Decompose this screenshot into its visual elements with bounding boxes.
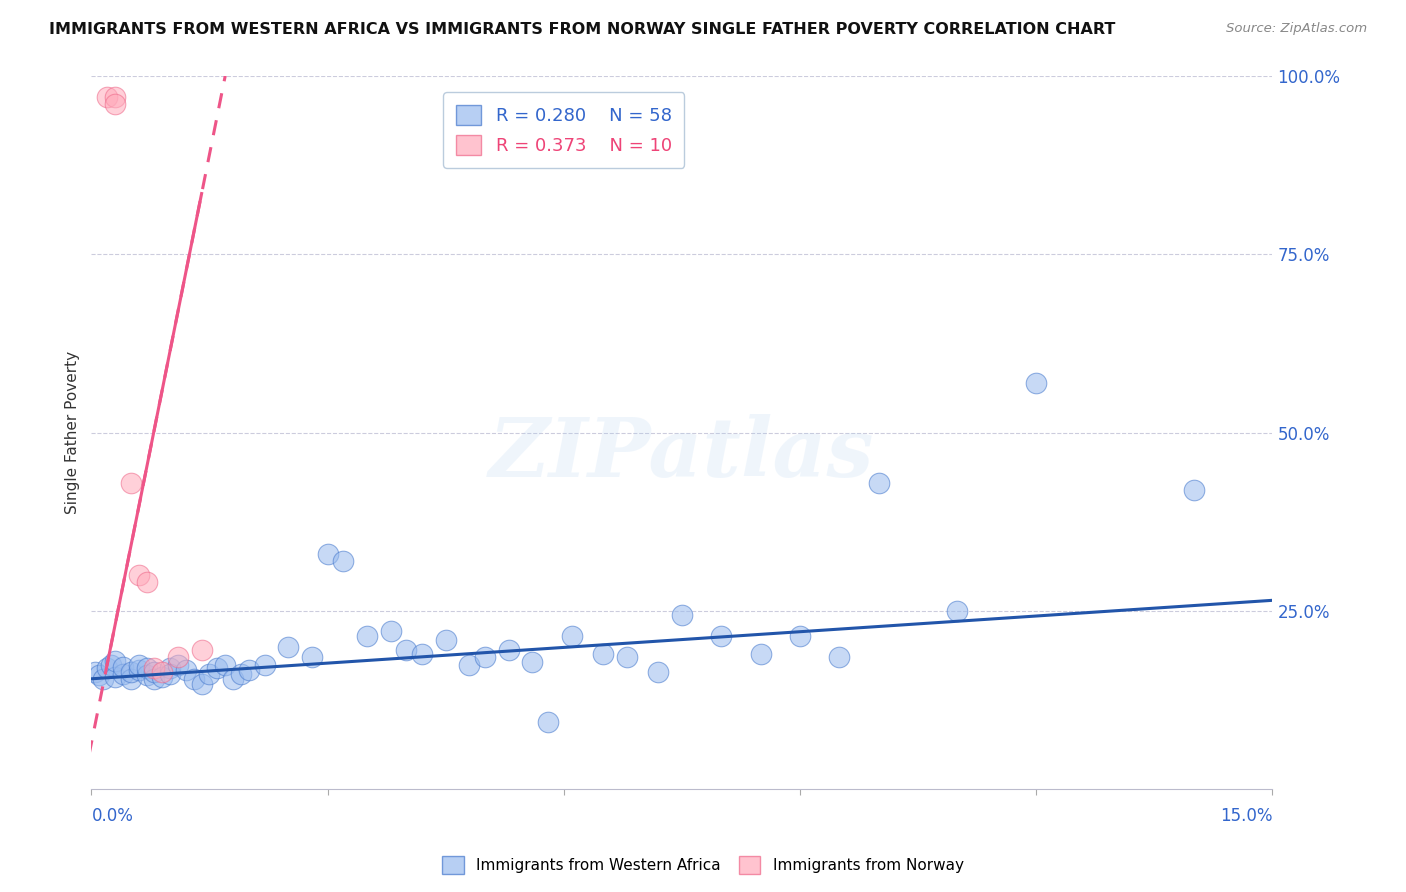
Point bbox=[167, 650, 190, 665]
Point bbox=[167, 657, 190, 672]
Point bbox=[1025, 376, 1047, 390]
Point bbox=[1182, 483, 1205, 497]
Point bbox=[128, 568, 150, 582]
Point bbox=[96, 661, 118, 675]
Point bbox=[946, 604, 969, 618]
Point bbox=[458, 657, 481, 672]
Point bbox=[301, 650, 323, 665]
Point bbox=[143, 665, 166, 679]
Point bbox=[238, 663, 260, 677]
Point bbox=[332, 554, 354, 568]
Point bbox=[522, 656, 544, 670]
Point bbox=[190, 643, 212, 657]
Y-axis label: Single Father Poverty: Single Father Poverty bbox=[65, 351, 80, 514]
Point bbox=[150, 665, 173, 679]
Point bbox=[356, 629, 378, 643]
Point bbox=[159, 661, 181, 675]
Point bbox=[104, 97, 127, 112]
Text: IMMIGRANTS FROM WESTERN AFRICA VS IMMIGRANTS FROM NORWAY SINGLE FATHER POVERTY C: IMMIGRANTS FROM WESTERN AFRICA VS IMMIGR… bbox=[49, 22, 1115, 37]
Text: 0.0%: 0.0% bbox=[91, 807, 134, 825]
Legend: Immigrants from Western Africa, Immigrants from Norway: Immigrants from Western Africa, Immigran… bbox=[436, 850, 970, 880]
Text: ZIPatlas: ZIPatlas bbox=[489, 414, 875, 494]
Legend: R = 0.280    N = 58, R = 0.373    N = 10: R = 0.280 N = 58, R = 0.373 N = 10 bbox=[443, 92, 685, 168]
Point bbox=[277, 640, 299, 654]
Point bbox=[100, 657, 122, 672]
Point bbox=[434, 632, 457, 647]
Point bbox=[789, 629, 811, 643]
Point bbox=[159, 666, 181, 681]
Point bbox=[111, 659, 134, 673]
Point bbox=[135, 661, 157, 675]
Point bbox=[214, 657, 236, 672]
Point bbox=[411, 647, 433, 661]
Point bbox=[616, 650, 638, 665]
Point bbox=[537, 714, 560, 729]
Point bbox=[647, 665, 669, 679]
Point bbox=[84, 665, 107, 679]
Point bbox=[828, 650, 851, 665]
Point bbox=[143, 661, 166, 675]
Point bbox=[183, 672, 205, 686]
Point bbox=[561, 629, 583, 643]
Point bbox=[143, 672, 166, 686]
Point bbox=[380, 624, 402, 638]
Point bbox=[150, 670, 173, 684]
Point bbox=[120, 665, 142, 679]
Point bbox=[749, 647, 772, 661]
Point bbox=[128, 657, 150, 672]
Point bbox=[120, 475, 142, 490]
Point bbox=[190, 677, 212, 691]
Point bbox=[91, 672, 114, 686]
Point bbox=[253, 657, 276, 672]
Point bbox=[229, 666, 252, 681]
Point bbox=[222, 672, 245, 686]
Text: 15.0%: 15.0% bbox=[1220, 807, 1272, 825]
Point bbox=[120, 672, 142, 686]
Point bbox=[174, 663, 197, 677]
Point bbox=[207, 661, 229, 675]
Point bbox=[128, 663, 150, 677]
Point bbox=[592, 647, 614, 661]
Point bbox=[498, 643, 520, 657]
Point bbox=[198, 666, 221, 681]
Point bbox=[710, 629, 733, 643]
Point bbox=[111, 666, 134, 681]
Point bbox=[96, 90, 118, 104]
Point bbox=[104, 654, 127, 668]
Point bbox=[316, 547, 339, 561]
Point bbox=[671, 607, 693, 622]
Point bbox=[474, 650, 496, 665]
Point bbox=[135, 575, 157, 590]
Point bbox=[104, 670, 127, 684]
Text: Source: ZipAtlas.com: Source: ZipAtlas.com bbox=[1226, 22, 1367, 36]
Point bbox=[135, 668, 157, 682]
Point bbox=[868, 475, 890, 490]
Point bbox=[104, 90, 127, 104]
Point bbox=[89, 668, 111, 682]
Point bbox=[395, 643, 418, 657]
